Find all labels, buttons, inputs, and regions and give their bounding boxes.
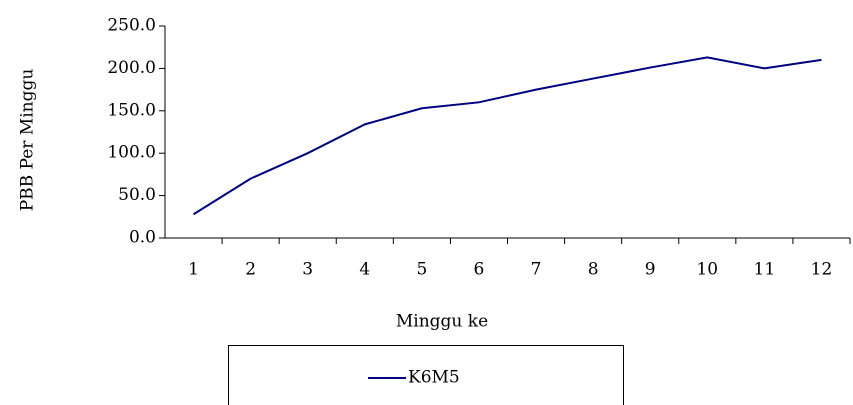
x-axis-label: Minggu ke [396, 312, 488, 332]
x-tick-label: 4 [359, 260, 370, 280]
x-tick-label: 1 [188, 260, 199, 280]
y-tick-label: 100.0 [107, 143, 156, 163]
legend-box [228, 345, 624, 405]
x-tick-label: 2 [245, 260, 256, 280]
series-line [193, 56, 822, 216]
x-tick-label: 5 [416, 260, 427, 280]
y-tick-label: 250.0 [107, 16, 156, 36]
y-tick-label: 50.0 [118, 185, 156, 205]
y-axis-label: PBB Per Minggu [18, 69, 38, 212]
x-tick-label: 9 [645, 260, 656, 280]
x-tick-label: 6 [474, 260, 485, 280]
x-tick-label: 7 [531, 260, 542, 280]
x-tick-label: 8 [588, 260, 599, 280]
legend-label: K6M5 [408, 368, 460, 388]
x-tick-label: 11 [754, 260, 776, 280]
y-tick-label: 200.0 [107, 58, 156, 78]
y-tick-label: 150.0 [107, 100, 156, 120]
y-tick-label: 0.0 [129, 228, 156, 248]
x-tick-label: 10 [696, 260, 718, 280]
x-tick-label: 3 [302, 260, 313, 280]
x-tick-label: 12 [811, 260, 833, 280]
